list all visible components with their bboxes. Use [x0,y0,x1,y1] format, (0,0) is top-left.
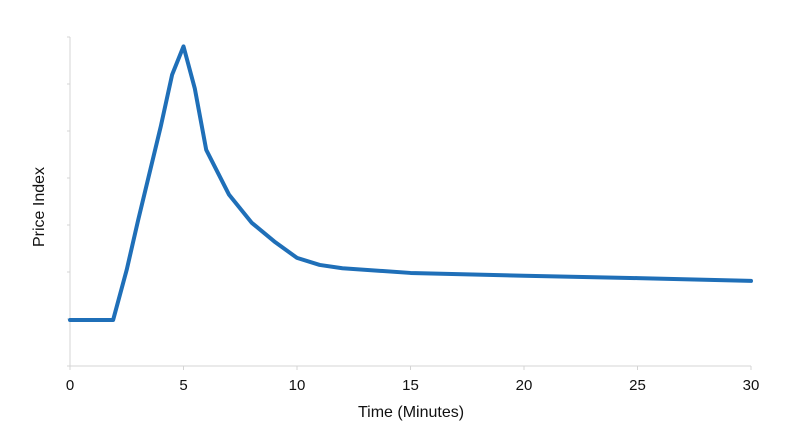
x-tick-label: 20 [516,377,533,394]
x-tick-label: 15 [402,377,419,394]
x-tick-label: 0 [66,377,74,394]
data-line [68,44,753,322]
x-tick-label: 30 [743,377,760,394]
x-tick-label: 5 [179,377,187,394]
x-tick-label: 25 [629,377,646,394]
y-axis-label: Price Index [31,167,48,247]
x-axis-label: Time (Minutes) [358,404,464,421]
x-tick-label: 10 [289,377,306,394]
